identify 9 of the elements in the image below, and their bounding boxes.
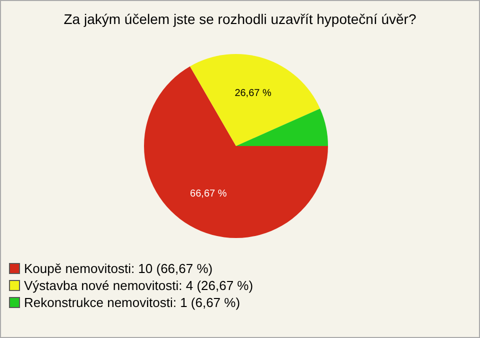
legend-label: Výstavba nové nemovitosti: 4 (26,67 %)	[24, 277, 254, 294]
data-label: 26,67 %	[234, 88, 272, 99]
pie-slice	[190, 54, 320, 146]
chart-title: Za jakým účelem jste se rozhodli uzavřít hypoteční úvěr?	[62, 11, 418, 27]
pie-slice	[236, 108, 328, 146]
legend-label: Koupě nemovitosti: 10 (66,67 %)	[24, 260, 213, 277]
legend-label: Rekonstrukce nemovitosti: 1 (6,67 %)	[24, 294, 240, 311]
data-label: 66,67 %	[190, 188, 227, 200]
pie-slice	[144, 66, 328, 238]
